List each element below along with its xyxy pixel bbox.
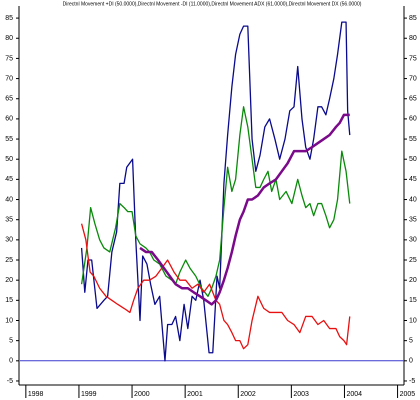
chart-title: Directnl Movement +DI (50.0000),Directnl…	[63, 1, 362, 7]
y-tick-label: 5	[9, 337, 13, 344]
y-tick-label: 60	[5, 116, 13, 123]
y-tick-label: 0	[9, 358, 13, 365]
y-tick-label: 85	[5, 15, 13, 22]
y-tick-label: 80	[5, 35, 13, 42]
x-tick-label: 2004	[346, 391, 362, 398]
x-tick-label: 2002	[240, 391, 256, 398]
y-tick-label-right: 0	[409, 358, 413, 365]
y-tick-label-right: 55	[409, 136, 417, 143]
series-line	[80, 21, 351, 362]
y-tick-label: 75	[5, 55, 13, 62]
y-tick-label-right: 60	[409, 116, 417, 123]
y-tick-label-right: 40	[409, 196, 417, 203]
y-tick-label: 65	[5, 96, 13, 103]
y-tick-label-right: 5	[409, 337, 413, 344]
y-tick-label-right: 30	[409, 237, 417, 244]
y-tick-label-right: 50	[409, 156, 417, 163]
y-tick-label: 40	[5, 196, 13, 203]
y-tick-label: 35	[5, 217, 13, 224]
series-line	[80, 106, 351, 297]
x-tick-label: 1998	[28, 391, 44, 398]
y-tick-label: 55	[5, 136, 13, 143]
x-tick-label: 2005	[400, 391, 416, 398]
x-tick-label: 2003	[293, 391, 309, 398]
y-tick-label-right: 65	[409, 96, 417, 103]
y-tick-label: 15	[5, 297, 13, 304]
y-tick-label: 50	[5, 156, 13, 163]
y-tick-label: 20	[5, 277, 13, 284]
y-tick-label: -5	[7, 378, 13, 385]
x-tick-label: 2000	[134, 391, 150, 398]
series-line	[139, 113, 350, 306]
y-tick-label-right: 20	[409, 277, 417, 284]
y-tick-label-right: 85	[409, 15, 417, 22]
y-tick-label-right: 45	[409, 176, 417, 183]
y-tick-label-right: -5	[409, 378, 415, 385]
x-tick-label: 1999	[81, 391, 97, 398]
y-tick-label: 70	[5, 75, 13, 82]
y-tick-label: 30	[5, 237, 13, 244]
y-tick-label-right: 35	[409, 217, 417, 224]
y-tick-label-right: 10	[409, 317, 417, 324]
y-tick-label-right: 15	[409, 297, 417, 304]
y-tick-label-right: 80	[409, 35, 417, 42]
y-tick-label-right: 70	[409, 75, 417, 82]
y-tick-label-right: 25	[409, 257, 417, 264]
series-line	[80, 223, 351, 350]
y-tick-label: 25	[5, 257, 13, 264]
y-tick-label: 45	[5, 176, 13, 183]
y-tick-label-right: 75	[409, 55, 417, 62]
y-tick-label: 10	[5, 317, 13, 324]
x-tick-label: 2001	[187, 391, 203, 398]
